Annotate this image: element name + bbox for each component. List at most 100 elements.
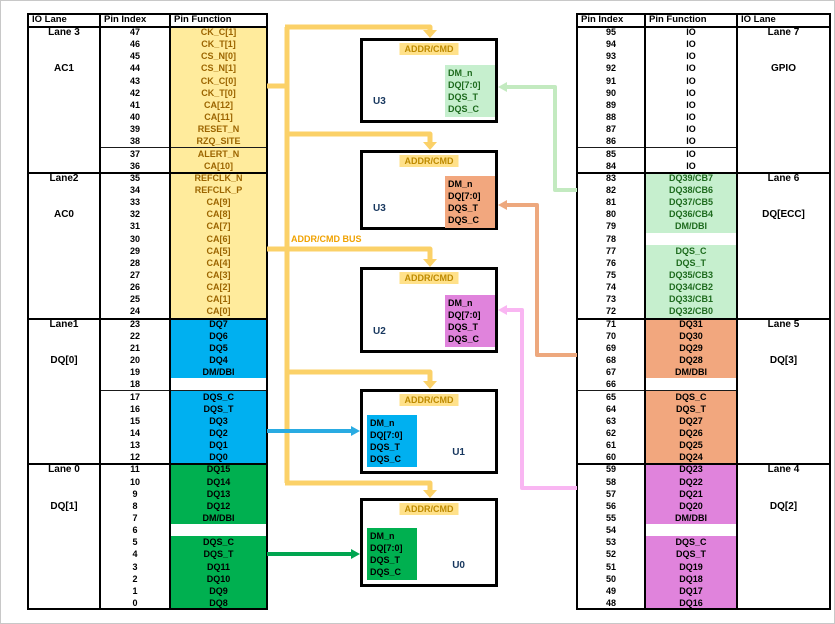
lane-sublabel: DQ[3] [769, 355, 798, 367]
pin-index-cell: 1 [100, 584, 170, 599]
pin-index-cell: 87 [577, 123, 645, 137]
lane-section: Lane 0 DQ[1] [28, 463, 100, 610]
addr-cmd-bus-arrowhead [423, 490, 437, 498]
table-border-horizontal [27, 13, 268, 15]
dq-signal-block: DM_n DQ[7:0] DQS_T DQS_C [445, 176, 495, 228]
chip-reference-designator: U2 [373, 326, 386, 337]
dq-signal-block: DM_n DQ[7:0] DQS_T DQS_C [445, 295, 495, 347]
pin-index-cell: 82 [577, 183, 645, 198]
lane-sublabel: AC0 [53, 209, 74, 221]
pin-index-cell: 46 [100, 38, 170, 52]
table-border-vertical [576, 13, 578, 611]
connection-line-lane6-dq38-to-u3a [505, 85, 577, 192]
pin-index-cell: 29 [100, 244, 170, 258]
pin-index-cell: 34 [100, 183, 170, 198]
table-border-horizontal [27, 26, 268, 28]
table-border-horizontal [576, 171, 831, 174]
addr-cmd-bus-branch [267, 246, 433, 260]
pin-function-cell: CA[5] [170, 244, 267, 258]
addr-cmd-bus-arrowhead [423, 142, 437, 150]
signal-label: DQS_T [370, 555, 401, 565]
signal-label: DQS_C [448, 334, 480, 344]
pin-function-cell: DQ19 [645, 560, 737, 574]
lane-sublabel: DQ[ECC] [762, 209, 805, 221]
pin-function-cell: DQ38/CB6 [645, 183, 737, 198]
lane-sublabel: AC1 [53, 63, 74, 75]
signal-label: DQ[7:0] [448, 310, 481, 320]
pin-index-cell: 19 [100, 366, 170, 380]
pin-index-cell: 56 [577, 499, 645, 513]
pin-function-cell: CK_C[0] [170, 74, 267, 88]
signal-label: DQ[7:0] [370, 430, 403, 440]
pin-index-cell: 62 [577, 426, 645, 441]
signal-label: DQ[7:0] [448, 191, 481, 201]
signal-label: DQS_C [370, 454, 402, 464]
pin-function-cell: CA[2] [170, 281, 267, 295]
pin-index-cell: 57 [577, 487, 645, 501]
connection-arrowhead-lane0-dqst-to-u0 [351, 549, 360, 559]
pin-index-cell: 8 [100, 499, 170, 513]
pin-index-cell: 81 [577, 196, 645, 210]
pin-function-cell: CA[0] [170, 305, 267, 319]
pin-function-cell: DQ2 [170, 426, 267, 441]
lane-sublabel: DQ[1] [50, 500, 78, 512]
table-border-vertical [27, 13, 29, 611]
pin-function-cell: DQ9 [170, 584, 267, 599]
table-border-horizontal [576, 317, 831, 320]
pin-index-cell: 79 [577, 220, 645, 234]
pin-function-cell: CA[9] [170, 196, 267, 210]
lane-section: Lane 7 GPIO [737, 26, 830, 172]
pin-function-cell: DQ29 [645, 341, 737, 356]
pin-function-cell: DQ17 [645, 584, 737, 599]
table-border-vertical [829, 13, 831, 611]
table-border-vertical [266, 13, 268, 611]
pin-function-cell: IO [645, 62, 737, 76]
pin-index-cell: 61 [577, 439, 645, 453]
pin-function-cell: IO [645, 159, 737, 173]
connection-arrowhead-lane4-dq20-to-u2 [498, 305, 507, 315]
pin-index-cell: 26 [100, 281, 170, 295]
lane-section: Lane 5 DQ[3] [737, 317, 830, 464]
signal-label: DM_n [448, 298, 473, 308]
pin-function-cell [170, 524, 267, 538]
table-border-horizontal [576, 608, 831, 611]
dq-signal-block: DM_n DQ[7:0] DQS_T DQS_C [445, 65, 495, 117]
pin-function-cell: DQS_T [170, 402, 267, 416]
table-border-vertical [169, 13, 171, 611]
pin-function-cell: IO [645, 123, 737, 137]
pin-function-cell: IO [645, 74, 737, 88]
pin-index-cell: 4 [100, 548, 170, 562]
chip-u2-2: ADDR/CMD DM_n DQ[7:0] DQS_T DQS_C U2 [360, 267, 498, 353]
addr-cmd-bus-branch [285, 131, 433, 143]
addr-cmd-port-label: ADDR/CMD [399, 155, 459, 167]
pin-index-cell: 14 [100, 426, 170, 441]
signal-label: DQS_C [448, 215, 480, 225]
dq-signal-block: DM_n DQ[7:0] DQS_T DQS_C [367, 415, 417, 467]
table-border-horizontal [576, 463, 831, 466]
pin-function-cell: CA[10] [170, 159, 267, 173]
chip-reference-designator: U3 [373, 203, 386, 214]
chip-reference-designator: U3 [373, 96, 386, 107]
signal-label: DM_n [448, 68, 473, 78]
pin-index-cell: 33 [100, 196, 170, 210]
pin-function-cell: DQS_T [645, 402, 737, 416]
connection-line-lane5-dq28-to-u3b [505, 203, 577, 357]
chip-u3-0: ADDR/CMD DM_n DQ[7:0] DQS_T DQS_C U3 [360, 38, 498, 123]
pin-function-cell: DM/DBI [645, 220, 737, 234]
pin-function-cell: RESET_N [170, 123, 267, 137]
pin-function-cell [645, 378, 737, 392]
pin-function-cell: DQ26 [645, 426, 737, 441]
pin-index-cell: 77 [577, 244, 645, 258]
pin-index-cell: 38 [100, 135, 170, 149]
chip-u1-3: ADDR/CMD DM_n DQ[7:0] DQS_T DQS_C U1 [360, 389, 498, 474]
lane-name-label: Lane 4 [767, 464, 800, 476]
signal-label: DQS_T [448, 203, 479, 213]
pin-index-cell: 13 [100, 439, 170, 453]
pin-function-cell: CA[4] [170, 256, 267, 270]
signal-label: DQS_T [448, 92, 479, 102]
pin-function-cell: DQ13 [170, 487, 267, 501]
lane-sublabel: DQ[2] [769, 500, 798, 512]
table-border-horizontal [27, 171, 268, 174]
pin-function-cell: DQ25 [645, 439, 737, 453]
pin-index-cell: 18 [100, 378, 170, 392]
